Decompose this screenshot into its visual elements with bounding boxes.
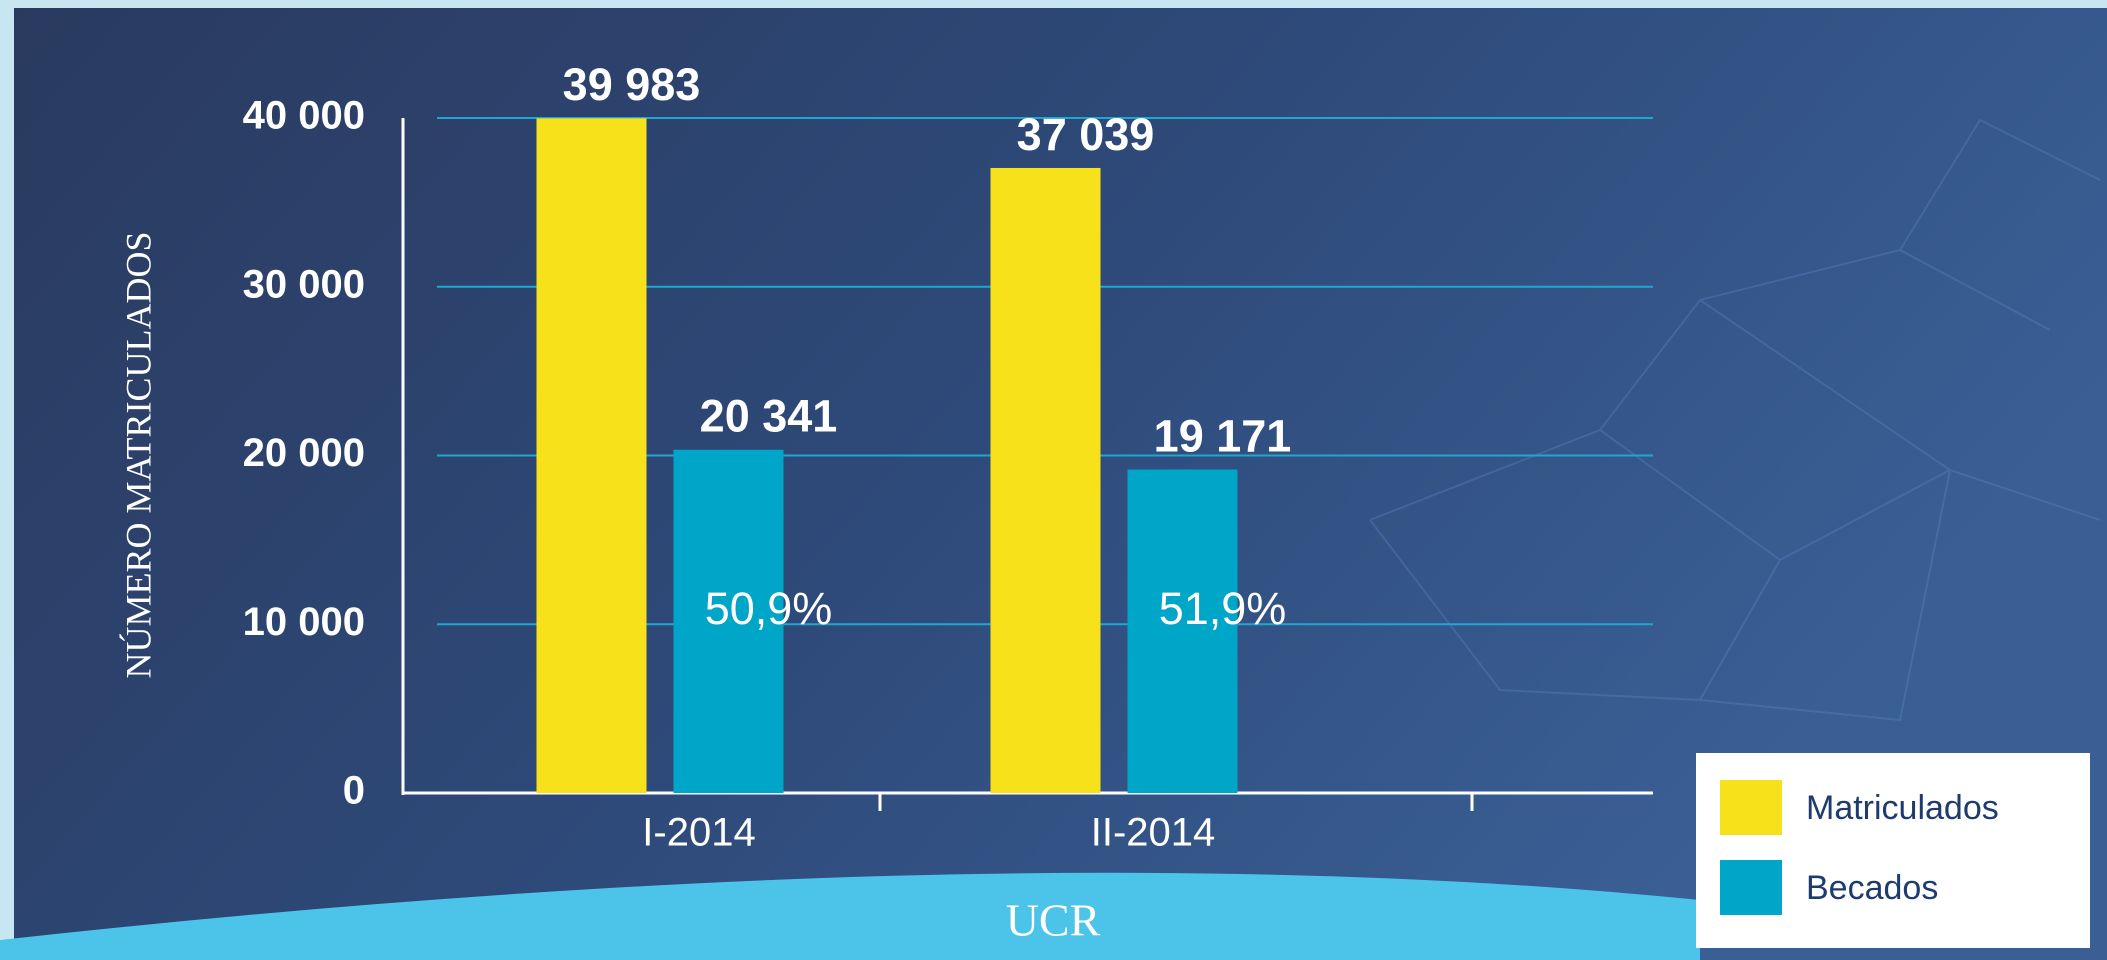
x-tick-label: II-2014 xyxy=(1091,811,1216,855)
percent-label: 51,9% xyxy=(1159,583,1287,634)
bar xyxy=(536,118,647,794)
percent-label: 50,9% xyxy=(705,583,833,634)
legend-swatch xyxy=(1720,780,1782,835)
y-tick-label: 0 xyxy=(343,769,365,813)
value-label: 37 039 xyxy=(1017,109,1155,160)
value-label: 20 341 xyxy=(700,391,838,442)
legend-label: Matriculados xyxy=(1806,789,1999,827)
network-decoration xyxy=(1369,118,2101,722)
value-label: 39 983 xyxy=(563,59,701,110)
value-label: 19 171 xyxy=(1154,410,1292,461)
legend-label: Becados xyxy=(1806,869,1938,907)
legend-swatch xyxy=(1720,860,1782,915)
y-tick-label: 10 000 xyxy=(243,600,365,644)
bar xyxy=(990,167,1101,794)
y-axis-label: NÚMERO MATRICULADOS xyxy=(118,231,158,678)
x-tick-label: I-2014 xyxy=(642,811,755,855)
bottom-arc xyxy=(0,872,1700,960)
y-tick-label: 30 000 xyxy=(243,262,365,306)
y-tick-label: 20 000 xyxy=(243,431,365,475)
bar xyxy=(1127,469,1238,793)
y-tick-label: 40 000 xyxy=(243,94,365,138)
logo: UCR xyxy=(1006,895,1101,946)
bar xyxy=(673,449,784,793)
